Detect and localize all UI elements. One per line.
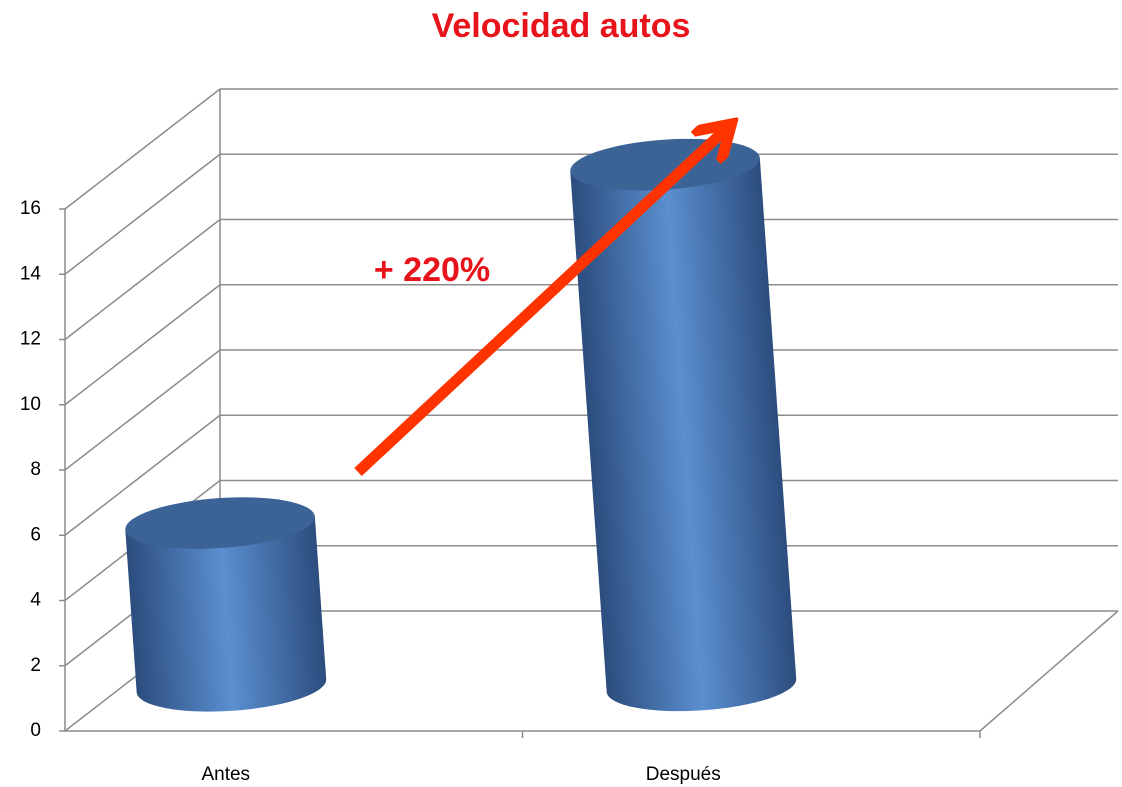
bar-top [125, 497, 315, 549]
arrow [354, 130, 725, 477]
y-tick-label: 2 [30, 655, 41, 676]
y-tick-label: 14 [20, 263, 42, 284]
y-tick-label: 4 [30, 590, 41, 611]
grid-line [64, 284, 221, 406]
y-tick-label: 8 [30, 459, 41, 480]
bar [125, 497, 327, 712]
bars [125, 138, 797, 712]
y-tick-label: 6 [30, 524, 41, 545]
grid-line [64, 88, 221, 210]
y-tick-label: 12 [20, 329, 41, 350]
grid-line [64, 349, 221, 471]
x-tick-label: Después [646, 764, 721, 785]
grid-line [64, 153, 221, 275]
x-tick-label: Antes [201, 764, 250, 785]
bar [570, 138, 797, 712]
chart-title: Velocidad autos [432, 7, 691, 45]
grid-line [64, 414, 221, 536]
grid-line [64, 218, 221, 341]
y-tick-label: 16 [20, 198, 41, 219]
y-tick-label: 0 [30, 720, 41, 741]
bar-body [125, 516, 327, 712]
annotation: + 220% [374, 251, 490, 289]
y-tick-label: 10 [20, 394, 41, 415]
bar-body [570, 158, 797, 712]
axis-line [979, 610, 1119, 732]
